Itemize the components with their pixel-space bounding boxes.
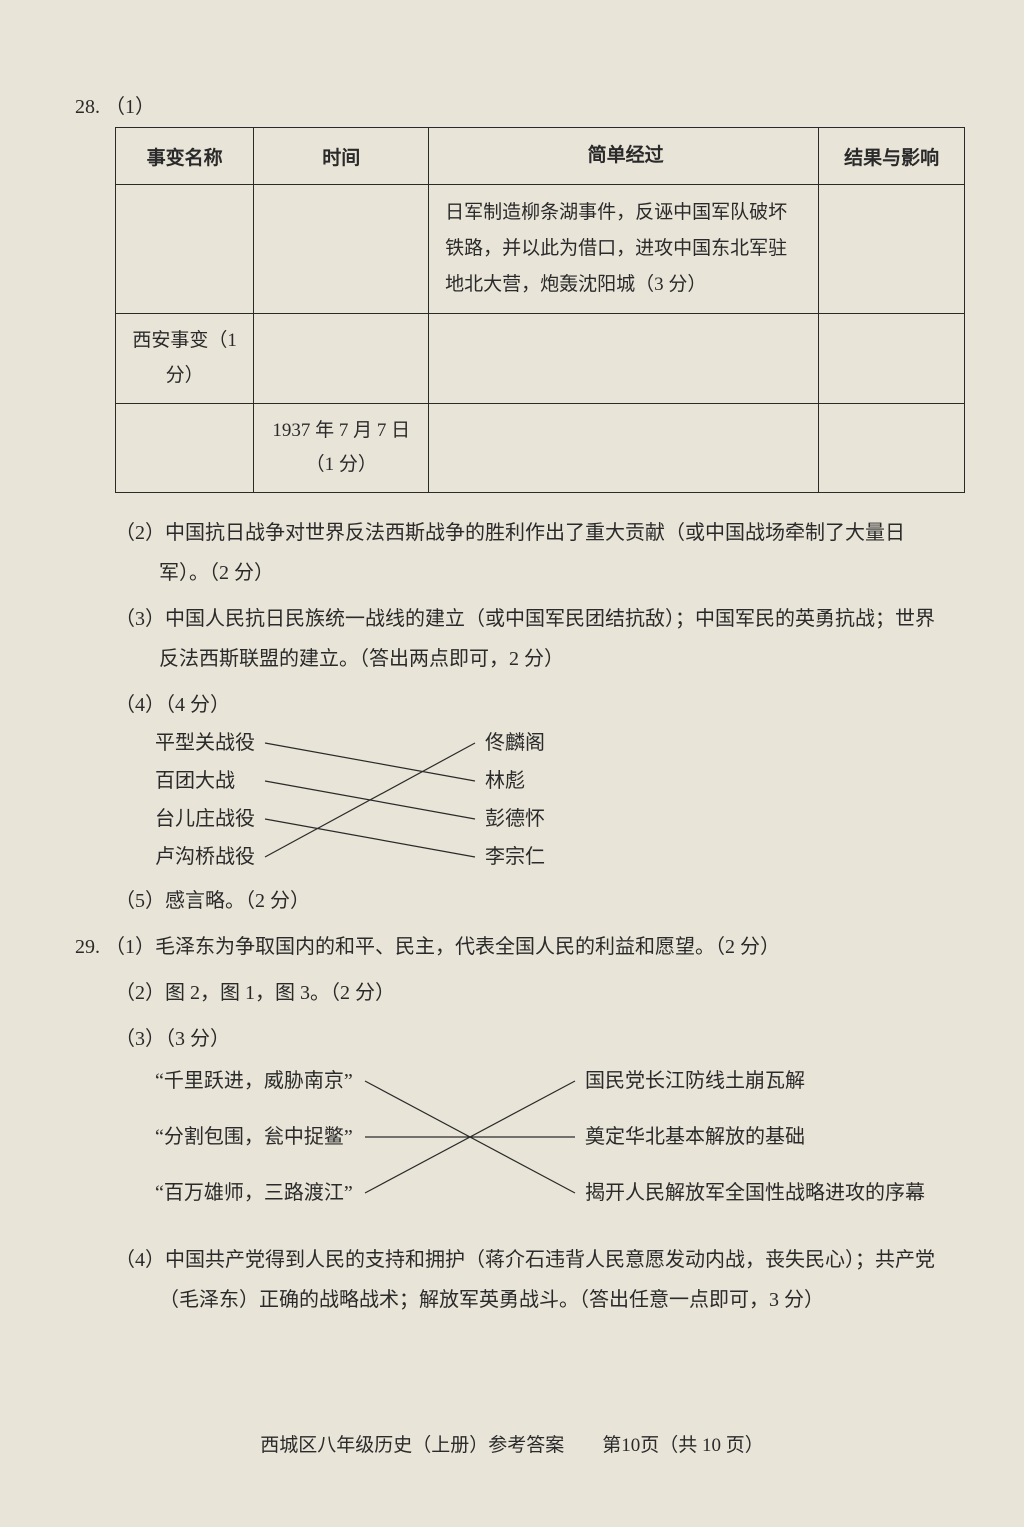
table-row: 1937 年 7 月 7 日（1 分） bbox=[116, 403, 965, 492]
match-left-item: “千里跃进，威胁南京” bbox=[155, 1069, 353, 1092]
match-left-item: “百万雄师，三路渡江” bbox=[155, 1181, 353, 1204]
table-header-row: 事变名称 时间 简单经过 结果与影响 bbox=[116, 128, 965, 185]
match-left-item: “分割包围，瓮中捉鳖” bbox=[155, 1125, 353, 1148]
match-right-item: 李宗仁 bbox=[485, 845, 545, 868]
match-right-item: 佟麟阁 bbox=[485, 731, 545, 754]
q29-matching-diagram: “千里跃进，威胁南京” “分割包围，瓮中捉鳖” “百万雄师，三路渡江” 国民党长江防线… bbox=[155, 1065, 975, 1240]
cell bbox=[116, 403, 254, 492]
th-process: 简单经过 bbox=[429, 128, 819, 185]
match-left-item: 平型关战役 bbox=[155, 731, 255, 754]
match-right-item: 国民党长江防线土崩瓦解 bbox=[585, 1069, 805, 1092]
table-row: 西安事变（1 分） bbox=[116, 314, 965, 403]
th-name: 事变名称 bbox=[116, 128, 254, 185]
match-edge bbox=[265, 743, 475, 857]
match-left-item: 百团大战 bbox=[155, 769, 235, 792]
q29-part4: （4）中国共产党得到人民的支持和拥护（蒋介石违背人民意愿发动内战，丧失民心）；共… bbox=[115, 1240, 949, 1320]
page-footer: 西城区八年级历史（上册）参考答案 第10页（共 10 页） bbox=[0, 1430, 1024, 1457]
q28-part5: （5）感言略。（2 分） bbox=[115, 881, 949, 921]
cell bbox=[429, 403, 819, 492]
q28-num-text: 28. bbox=[75, 96, 100, 118]
q29-part3-label: （3）（3 分） bbox=[115, 1019, 949, 1059]
match-right-item: 奠定华北基本解放的基础 bbox=[585, 1125, 805, 1148]
match-left-item: 卢沟桥战役 bbox=[155, 845, 255, 868]
q28-part4-label: （4）（4 分） bbox=[115, 685, 949, 725]
cell bbox=[254, 314, 429, 403]
page-content: 28. （1） 事变名称 时间 简单经过 结果与影响 日军制造柳条湖事件，反诬中… bbox=[0, 0, 1024, 1366]
q28-part3: （3）中国人民抗日民族统一战线的建立（或中国军民团结抗敌）；中国军民的英勇抗战；… bbox=[115, 599, 949, 679]
cell bbox=[819, 314, 965, 403]
match-right-item: 彭德怀 bbox=[485, 807, 545, 830]
cell bbox=[819, 185, 965, 314]
q28-matching-diagram: 平型关战役百团大战台儿庄战役卢沟桥战役 佟麟阁林彪彭德怀李宗仁 bbox=[155, 731, 615, 881]
match-left-item: 台儿庄战役 bbox=[155, 807, 255, 830]
q28-part2: （2）中国抗日战争对世界反法西斯战争的胜利作出了重大贡献（或中国战场牵制了大量日… bbox=[115, 513, 949, 593]
cell bbox=[819, 403, 965, 492]
q29-part1: （1）毛泽东为争取国内的和平、民主，代表全国人民的利益和愿望。（2 分） bbox=[105, 936, 780, 958]
th-time: 时间 bbox=[254, 128, 429, 185]
cell: 日军制造柳条湖事件，反诬中国军队破坏铁路，并以此为借口，进攻中国东北军驻地北大营… bbox=[429, 185, 819, 314]
cell: 1937 年 7 月 7 日（1 分） bbox=[254, 403, 429, 492]
cell bbox=[254, 185, 429, 314]
cell bbox=[429, 314, 819, 403]
cell bbox=[116, 185, 254, 314]
q29-number: 29. bbox=[75, 936, 100, 958]
match-right-item: 林彪 bbox=[485, 769, 525, 792]
match-edge bbox=[265, 819, 475, 857]
q29-part2: （2）图 2，图 1，图 3。（2 分） bbox=[115, 973, 949, 1013]
match-right-item: 揭开人民解放军全国性战略进攻的序幕 bbox=[585, 1181, 925, 1204]
q28-number: 28. （1） bbox=[75, 90, 949, 119]
table-row: 日军制造柳条湖事件，反诬中国军队破坏铁路，并以此为借口，进攻中国东北军驻地北大营… bbox=[116, 185, 965, 314]
q28-part1-label: （1） bbox=[105, 96, 155, 118]
match-edge bbox=[265, 743, 475, 781]
q28-table: 事变名称 时间 简单经过 结果与影响 日军制造柳条湖事件，反诬中国军队破坏铁路，… bbox=[115, 127, 965, 493]
cell: 西安事变（1 分） bbox=[116, 314, 254, 403]
th-result: 结果与影响 bbox=[819, 128, 965, 185]
q29-line1: 29. （1）毛泽东为争取国内的和平、民主，代表全国人民的利益和愿望。（2 分） bbox=[75, 927, 949, 967]
